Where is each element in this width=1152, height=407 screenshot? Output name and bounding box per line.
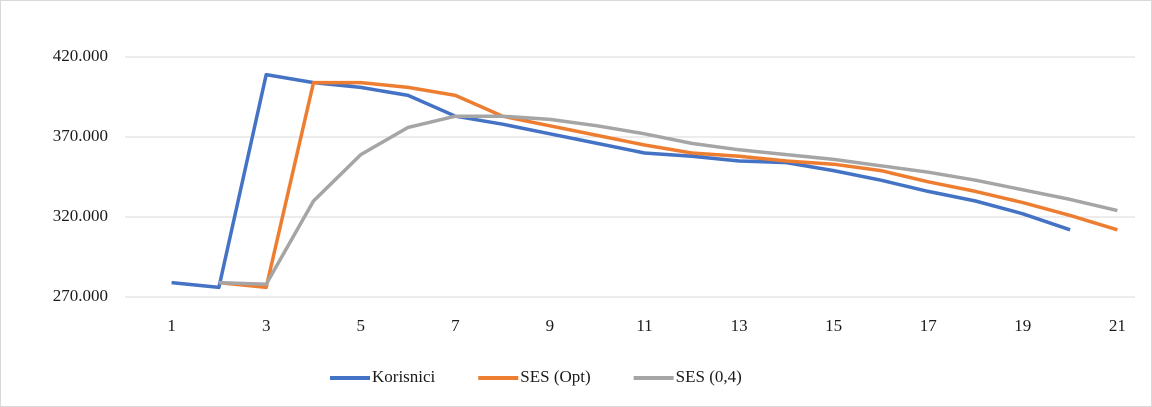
- y-tick-label: 370.000: [53, 126, 108, 145]
- x-tick-label: 15: [825, 316, 842, 335]
- legend-label: Korisnici: [372, 367, 436, 386]
- series-line: [218, 114, 1118, 286]
- series-line: [218, 80, 1118, 290]
- legend-label: SES (0,4): [676, 367, 742, 386]
- y-tick-label: 320.000: [53, 206, 108, 225]
- x-tick-label: 13: [731, 316, 748, 335]
- x-tick-label: 7: [451, 316, 460, 335]
- y-tick-label: 270.000: [53, 286, 108, 305]
- legend-label: SES (Opt): [520, 367, 590, 386]
- x-tick-label: 9: [546, 316, 555, 335]
- x-tick-label: 5: [357, 316, 366, 335]
- x-tick-label: 21: [1109, 316, 1126, 335]
- x-tick-label: 17: [920, 316, 938, 335]
- y-tick-label: 420.000: [53, 46, 108, 65]
- x-tick-label: 1: [167, 316, 176, 335]
- x-tick-label: 11: [636, 316, 652, 335]
- x-tick-label: 19: [1014, 316, 1031, 335]
- x-tick-label: 3: [262, 316, 271, 335]
